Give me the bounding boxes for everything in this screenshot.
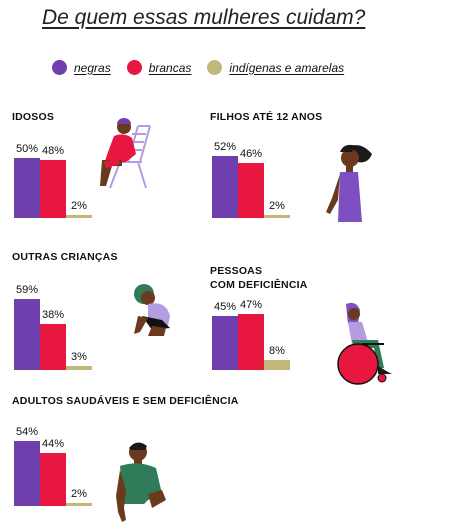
- data-label: 50%: [15, 143, 39, 155]
- bar: [66, 215, 92, 218]
- bar: [212, 155, 238, 218]
- legend-item-brancas: brancas: [126, 60, 192, 75]
- data-label: 3%: [71, 351, 87, 364]
- legend-label-negras: negras: [74, 60, 111, 75]
- chart-title: FILHOS ATÉ 12 ANOS: [210, 111, 323, 123]
- bar: [212, 316, 238, 370]
- chart-title: ADULTOS SAUDÁVEIS E SEM DEFICIÊNCIA: [12, 395, 239, 407]
- bar: [40, 160, 66, 218]
- bar: [264, 360, 290, 370]
- bar: [14, 299, 40, 370]
- legend-label-indigenas-amarelas: indígenas e amarelas: [229, 60, 345, 75]
- data-label: 46%: [239, 147, 263, 160]
- bar: [14, 158, 40, 218]
- bar: [40, 453, 66, 506]
- bar: [66, 503, 92, 506]
- bar: [66, 366, 92, 370]
- bar: [238, 162, 264, 218]
- bar: [238, 313, 264, 370]
- elderly-woman-chair-illustration: [100, 118, 151, 189]
- data-label: 48%: [41, 145, 65, 158]
- chart-title: OUTRAS CRIANÇAS: [12, 251, 118, 263]
- data-label: 8%: [269, 345, 285, 358]
- data-label: 52%: [213, 140, 237, 153]
- data-label: 2%: [71, 488, 87, 500]
- man-illustration: [116, 442, 166, 522]
- legend-label-brancas: brancas: [148, 60, 192, 75]
- bar: [14, 441, 40, 506]
- data-label: 38%: [41, 309, 65, 322]
- girl-illustration: [326, 144, 372, 222]
- data-label: 44%: [41, 438, 65, 451]
- person-wheelchair-illustration: [337, 302, 392, 385]
- child-crouching-illustration: [134, 284, 170, 336]
- legend-swatch-indigenas-amarelas: [207, 60, 223, 75]
- data-label: 2%: [71, 200, 87, 212]
- legend-swatch-brancas: [126, 60, 142, 75]
- legend-item-negras: negras: [52, 60, 111, 75]
- data-label: 54%: [15, 426, 39, 439]
- legend-swatch-negras: [52, 60, 67, 75]
- legend: negras brancas indígenas e amarelas: [52, 60, 360, 75]
- data-label: 47%: [239, 298, 263, 311]
- data-label: 45%: [213, 301, 237, 313]
- data-label: 2%: [269, 200, 285, 212]
- bar: [264, 215, 290, 218]
- page-title: De quem essas mulheres cuidam?: [42, 6, 366, 29]
- chart-title: IDOSOS: [12, 111, 55, 123]
- data-label: 59%: [15, 284, 39, 297]
- bar: [40, 324, 66, 370]
- chart-title: PESSOAS COM DEFICIÊNCIA: [210, 265, 308, 291]
- legend-item-indigenas-amarelas: indígenas e amarelas: [207, 60, 344, 75]
